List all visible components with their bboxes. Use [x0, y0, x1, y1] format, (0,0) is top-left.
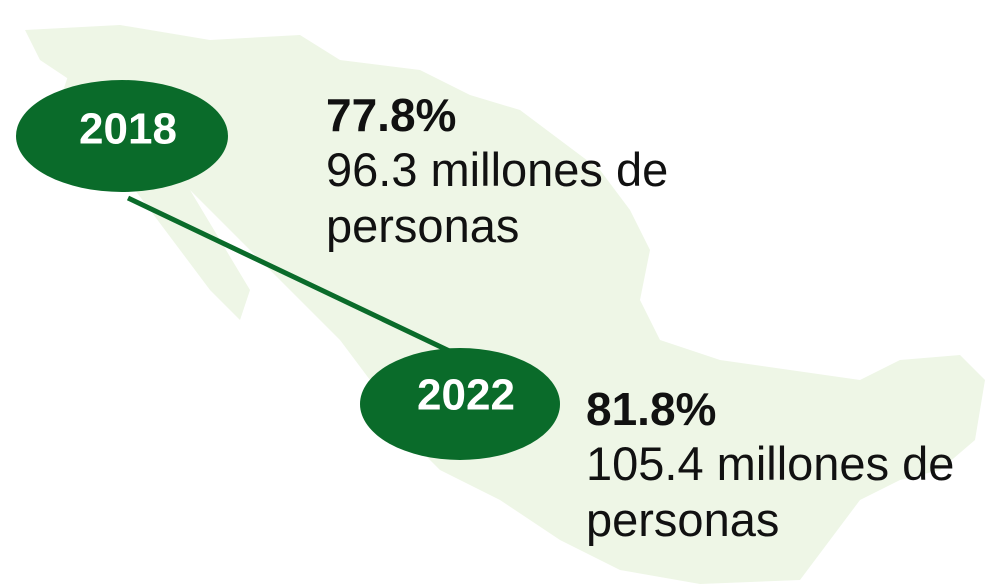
connector: [126, 195, 464, 360]
percent: 77.8%: [326, 89, 457, 141]
year-badge: [16, 80, 228, 192]
year-badge: [360, 348, 560, 460]
year-label: 2022: [417, 371, 515, 420]
year-label: 2018: [79, 105, 177, 154]
info-block: 77.8% 96.3 millones de personas: [326, 88, 726, 254]
percent: 81.8%: [586, 383, 717, 435]
people: 96.3 millones de personas: [326, 143, 669, 252]
map-background: [25, 25, 985, 584]
info-block: 81.8% 105.4 millones de personas: [586, 382, 1004, 548]
people: 105.4 millones de personas: [586, 437, 955, 546]
